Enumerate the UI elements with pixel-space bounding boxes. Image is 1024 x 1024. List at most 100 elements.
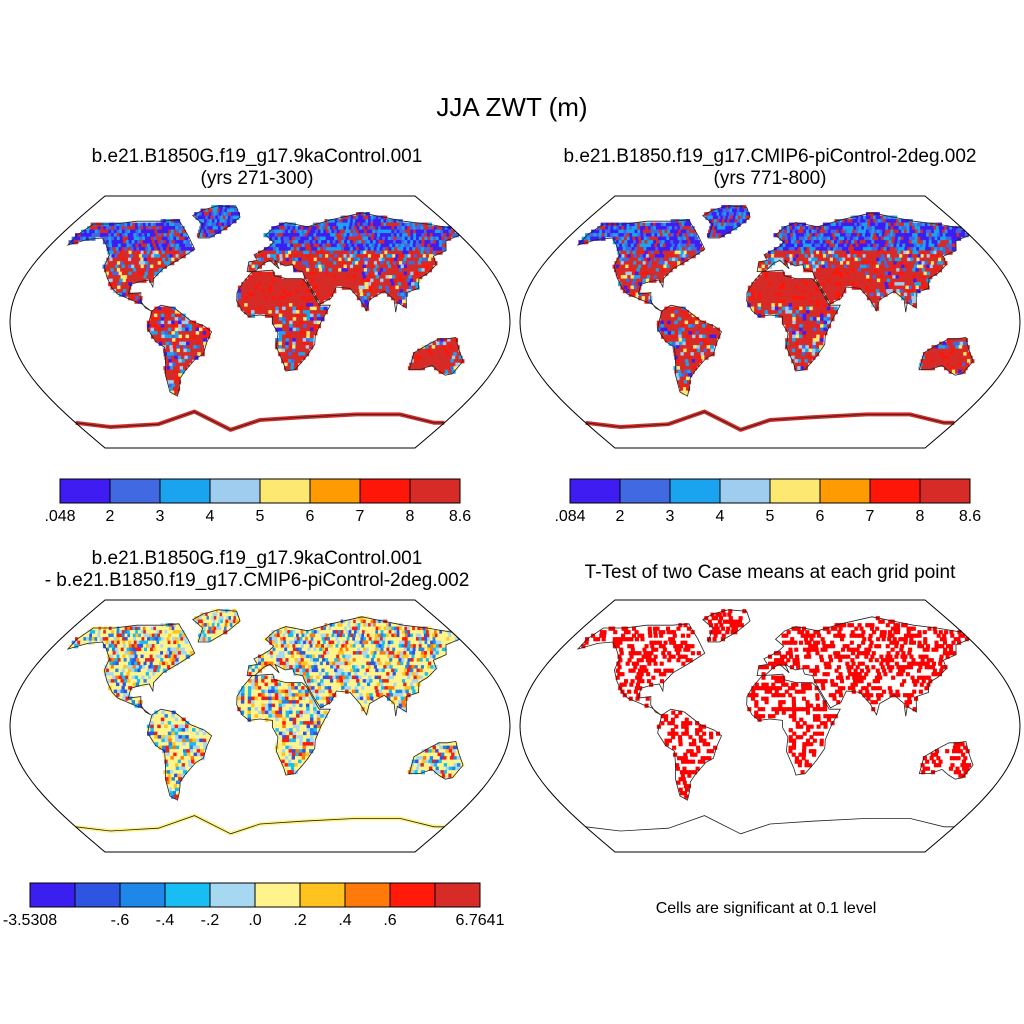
colorbar-tick-label: 4 (206, 508, 215, 525)
coastline-north-america (576, 219, 706, 312)
colorbar-tick-label: .6 (383, 912, 396, 929)
panel-2-map (519, 195, 1021, 449)
colorbar-tick-label: .084 (554, 508, 585, 525)
colorbar-swatch (109, 478, 161, 504)
panel-4-title: T-Test of two Case means at each grid po… (512, 562, 1024, 584)
colorbar-tick-label: 3 (156, 508, 165, 525)
colorbar-tick-label: 3 (666, 508, 675, 525)
colorbar-tick-label: 8.6 (959, 508, 981, 525)
panel-3-colorbar: -3.5308 -.6 -.4 -.2 .0 .2 .4 .6 6.7641 (3, 882, 505, 929)
map-grid-cells (578, 205, 975, 395)
coastline-eurasia (756, 212, 971, 313)
colorbar-swatch (669, 478, 721, 504)
map-boundary (519, 599, 1021, 853)
coastline-south-america (147, 708, 213, 801)
colorbar-swatch (209, 882, 256, 908)
colorbar-swatch (209, 478, 261, 504)
panel-2-title: b.e21.B1850.f19_g17.CMIP6-piControl-2deg… (512, 146, 1024, 190)
colorbar-swatch (619, 478, 671, 504)
colorbar-swatch (159, 478, 211, 504)
panel-1-title-line2: (yrs 271-300) (200, 168, 314, 189)
colorbar-tick-label: 8.6 (449, 508, 471, 525)
colorbar-swatch (59, 478, 111, 504)
colorbar-tick-label: 6 (306, 508, 315, 525)
colorbar-tick-label: 8 (406, 508, 415, 525)
colorbar-swatch (569, 478, 621, 504)
coastline-antarctica (585, 411, 955, 431)
colorbar-swatch (344, 882, 391, 908)
colorbar-swatch (254, 882, 301, 908)
colorbar-tick-label: -3.5308 (3, 912, 57, 929)
map-grid-cells (581, 609, 972, 799)
panel-1-title: b.e21.B1850G.f19_g17.9kaControl.001 (yrs… (14, 146, 500, 190)
coastline-antarctica (75, 815, 445, 835)
panel-1-map (9, 195, 511, 449)
panel-3-title: b.e21.B1850G.f19_g17.9kaControl.001 - b.… (0, 548, 514, 592)
coastline-eurasia (246, 212, 461, 313)
map-boundary (9, 195, 511, 449)
colorbar-tick-label: 5 (256, 508, 265, 525)
colorbar-tick-label: 6.7641 (456, 912, 505, 929)
coastline-greenland (192, 205, 241, 239)
colorbar-tick-label: 7 (866, 508, 875, 525)
map-grid-cells (68, 609, 465, 799)
panel-1-title-line1: b.e21.B1850G.f19_g17.9kaControl.001 (91, 146, 423, 167)
colorbar-swatch (434, 882, 481, 908)
colorbar-tick-label: 8 (916, 508, 925, 525)
coastline-antarctica (75, 411, 445, 431)
significance-note: Cells are significant at 0.1 level (655, 900, 877, 917)
coastline-africa (746, 673, 841, 776)
colorbar-tick-label: .4 (338, 912, 351, 929)
coastline-eurasia (756, 616, 971, 717)
colorbar-tick-label: -.6 (111, 912, 130, 929)
colorbar-tick-label: 2 (106, 508, 115, 525)
colorbar-swatch (259, 478, 311, 504)
coastline-south-america (657, 304, 723, 397)
colorbar-tick-label: .2 (293, 912, 306, 929)
coastline-africa (236, 269, 331, 372)
colorbar-tick-label: .048 (44, 508, 75, 525)
colorbar-swatch (769, 478, 821, 504)
colorbar-swatch (164, 882, 211, 908)
coastline-south-america (657, 708, 723, 801)
panel-2-colorbar: .084 2 3 4 5 6 7 8 8.6 (554, 478, 981, 525)
colorbar-tick-label: .0 (248, 912, 261, 929)
colorbar-tick-label: 6 (816, 508, 825, 525)
main-title: JJA ZWT (m) (436, 92, 588, 122)
colorbar-tick-label: 7 (356, 508, 365, 525)
colorbar-tick-label: -.2 (201, 912, 220, 929)
colorbar-swatch (299, 882, 346, 908)
panel-3-map (9, 599, 511, 853)
coastline-greenland (702, 205, 751, 239)
map-boundary (9, 599, 511, 853)
panel-4-map (519, 599, 1021, 853)
panel-3-title-line2: - b.e21.B1850.f19_g17.CMIP6-piControl-2d… (44, 570, 470, 591)
coastline-greenland (702, 609, 751, 643)
panel-4-title-line1: T-Test of two Case means at each grid po… (584, 562, 956, 583)
coastline-africa (746, 269, 841, 372)
coastline-north-america (576, 623, 706, 716)
panel-2-title-line1: b.e21.B1850.f19_g17.CMIP6-piControl-2deg… (563, 146, 977, 167)
colorbar-swatch (819, 478, 871, 504)
colorbar-swatch (919, 478, 971, 504)
colorbar-swatch (389, 882, 436, 908)
colorbar-tick-label: -.4 (156, 912, 175, 929)
coastline-antarctica (585, 815, 955, 835)
panel-1-colorbar: .048 2 3 4 5 6 7 8 8.6 (44, 478, 471, 525)
colorbar-swatch (74, 882, 121, 908)
coastline-south-america (147, 304, 213, 397)
map-boundary (519, 195, 1021, 449)
coastline-australia (918, 336, 974, 376)
coastline-australia (918, 740, 974, 780)
colorbar-swatch (29, 882, 76, 908)
colorbar-tick-label: 4 (716, 508, 725, 525)
panel-3-title-line1: b.e21.B1850G.f19_g17.9kaControl.001 (91, 548, 423, 569)
colorbar-swatch (869, 478, 921, 504)
coastline-greenland (192, 609, 241, 643)
coastline-north-america (66, 623, 196, 716)
colorbar-swatch (119, 882, 166, 908)
coastline-africa (236, 673, 331, 776)
colorbar-swatch (359, 478, 411, 504)
colorbar-tick-label: 5 (766, 508, 775, 525)
colorbar-swatch (409, 478, 461, 504)
